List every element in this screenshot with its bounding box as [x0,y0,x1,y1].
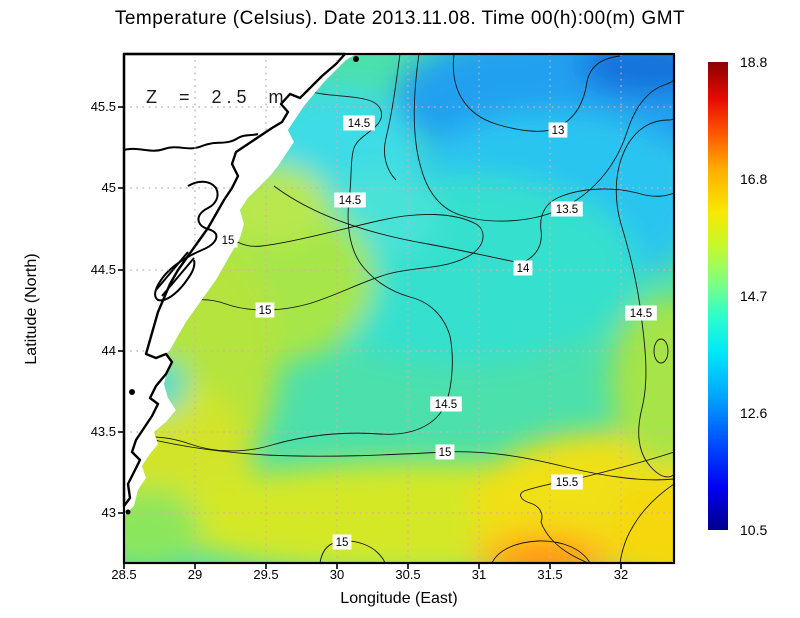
contour-label: 15 [255,302,275,318]
contour-line-14.5 [124,87,453,452]
svg-text:15: 15 [336,537,349,549]
islet [129,389,135,395]
svg-text:14.5: 14.5 [339,195,361,207]
islet [125,509,131,515]
contour-line-14 [273,185,674,264]
contour-line-15.5 [520,451,674,563]
y-tick-label: 43.5 [90,424,116,439]
x-tick-label: 29 [187,567,203,582]
temperature-field-blob [579,54,674,96]
figure-title: Temperature (Celsius). Date 2013.11.08. … [114,8,686,29]
depth-annotation: Z = 2.5 m [146,87,289,107]
x-tick-label: 31 [471,567,487,582]
coastline-detail [123,133,259,152]
contour-line-15 [319,540,386,563]
colorbar-tick-label: 14.7 [740,288,768,304]
contour-label: 14.5 [430,396,462,412]
x-tick-label: 30.5 [395,567,421,582]
contour-label: 14.5 [625,305,657,321]
coastline-detail [155,251,189,291]
colorbar-tick-label: 12.6 [740,405,768,421]
svg-text:14.5: 14.5 [348,118,370,130]
colorbar-tick-label: 10.5 [740,522,768,538]
contour-label: 13.5 [551,201,583,217]
y-axis-label: Latitude (North) [23,253,40,365]
islet [353,56,359,62]
svg-text:15.5: 15.5 [556,477,578,489]
svg-text:14.5: 14.5 [435,399,457,411]
y-tick-label: 45.5 [90,99,116,114]
x-axis-label: Longitude (East) [340,590,458,607]
map-plot: 13 13.5 14 14.5 14.5 14.5 14.5 15 15 15 15 15.5 [118,52,676,569]
contour-label: 13 [548,122,568,138]
contour-line-14.5 [620,223,674,478]
contour-line-14.5 [384,54,401,181]
y-tick-label: 44 [101,343,116,358]
svg-text:13.5: 13.5 [556,204,578,216]
temperature-field-blob [124,488,201,563]
y-tick-label: 44.5 [90,262,116,277]
contour-label: 14.5 [343,115,375,131]
svg-text:14: 14 [517,263,530,275]
temperature-field-blob [610,477,674,563]
x-tick-label: 30 [329,567,345,582]
y-tick-label: 45 [101,180,116,195]
contour-label: 15 [435,444,455,460]
coastline-land [122,52,347,508]
temperature-field-blob [611,297,674,467]
x-tick-label: 29.5 [253,567,279,582]
contour-line-14.5 [653,338,669,364]
x-tick-label: 32 [613,567,629,582]
contour-line-15.5 [619,483,674,563]
contour-line-16 [491,540,591,563]
y-tick-label: 43 [101,505,116,520]
contour-label: 14.5 [334,192,366,208]
x-tick-label: 31.5 [537,567,563,582]
svg-text:15: 15 [439,447,452,459]
contour-label: 15 [218,232,238,248]
svg-text:13: 13 [552,125,565,137]
contour-line-15 [124,183,484,317]
svg-text:15: 15 [222,235,235,247]
x-tick-label: 28.5 [111,567,137,582]
colorbar-tick-label: 16.8 [740,171,768,187]
contour-line-14.5 [615,117,674,225]
plot-border [122,52,676,565]
colorbar-gradient [708,62,728,530]
svg-text:15: 15 [259,305,272,317]
coastline-detail [154,180,219,302]
temperature-field-blob [499,545,591,563]
contour-label: 15 [332,534,352,550]
colorbar-tick-label: 18.8 [740,54,768,70]
svg-text:14.5: 14.5 [630,308,652,320]
contour-label: 15.5 [551,474,583,490]
coastline-detail [161,257,195,297]
contour-line-15 [124,431,674,481]
colorbar [708,62,728,530]
contour-label: 14 [513,260,533,276]
